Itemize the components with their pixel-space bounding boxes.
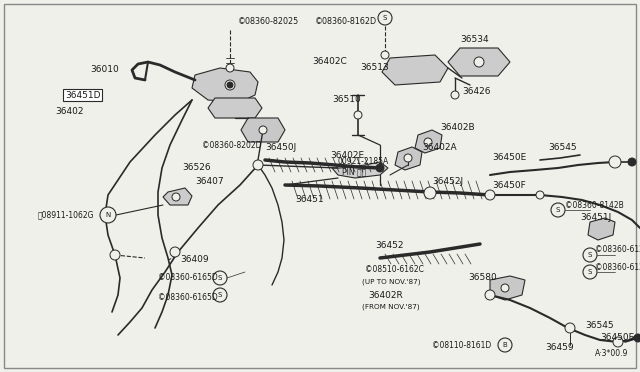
Text: S: S — [588, 252, 592, 258]
Circle shape — [376, 164, 384, 172]
Circle shape — [583, 248, 597, 262]
Circle shape — [424, 138, 432, 146]
Text: S: S — [588, 269, 592, 275]
Circle shape — [110, 250, 120, 260]
Text: 36426: 36426 — [462, 87, 490, 96]
Circle shape — [609, 156, 621, 168]
Text: 36459: 36459 — [545, 343, 573, 353]
Polygon shape — [192, 68, 258, 102]
Polygon shape — [382, 55, 448, 85]
Circle shape — [583, 265, 597, 279]
Circle shape — [381, 51, 389, 59]
Text: Ⓝ08911-1062G: Ⓝ08911-1062G — [38, 211, 95, 219]
Circle shape — [213, 271, 227, 285]
Circle shape — [498, 338, 512, 352]
Text: S: S — [556, 207, 560, 213]
Text: 36409: 36409 — [180, 256, 209, 264]
Text: 00921-2185A: 00921-2185A — [338, 157, 389, 167]
Text: (UP TO NOV.'87): (UP TO NOV.'87) — [362, 279, 420, 285]
Text: (FROM NOV.'87): (FROM NOV.'87) — [362, 304, 420, 310]
Circle shape — [172, 193, 180, 201]
Text: ©08360-82025: ©08360-82025 — [238, 17, 300, 26]
Text: ©08360-6165D: ©08360-6165D — [158, 294, 218, 302]
Text: 36545: 36545 — [548, 144, 577, 153]
Polygon shape — [490, 276, 525, 300]
Text: 36451D: 36451D — [65, 90, 100, 99]
Text: 36402E: 36402E — [330, 151, 364, 160]
Text: 36010: 36010 — [90, 65, 119, 74]
Circle shape — [225, 80, 235, 90]
Text: S: S — [218, 275, 222, 281]
Text: ©08360-8162D: ©08360-8162D — [315, 17, 377, 26]
Circle shape — [100, 207, 116, 223]
Circle shape — [354, 111, 362, 119]
Text: 36402A: 36402A — [422, 144, 456, 153]
Circle shape — [213, 288, 227, 302]
Text: 36450F: 36450F — [492, 180, 525, 189]
Circle shape — [226, 64, 234, 72]
Circle shape — [613, 337, 623, 347]
Text: 36534: 36534 — [460, 35, 488, 45]
Circle shape — [536, 191, 544, 199]
Text: PIN ピン: PIN ピン — [342, 167, 366, 176]
Text: 36407: 36407 — [195, 177, 223, 186]
Circle shape — [424, 187, 436, 199]
Text: A·3*00.9: A·3*00.9 — [595, 349, 628, 358]
Polygon shape — [332, 162, 388, 178]
Circle shape — [634, 334, 640, 342]
Circle shape — [485, 290, 495, 300]
Text: 36545: 36545 — [585, 321, 614, 330]
Text: ©08360-8142B: ©08360-8142B — [565, 201, 624, 209]
Text: 36450E: 36450E — [492, 154, 526, 163]
Circle shape — [404, 154, 412, 162]
Text: 36452: 36452 — [375, 241, 403, 250]
Text: 36402C: 36402C — [312, 58, 347, 67]
Circle shape — [474, 57, 484, 67]
Circle shape — [170, 247, 180, 257]
Text: 36450J: 36450J — [265, 144, 296, 153]
Circle shape — [378, 11, 392, 25]
Text: ©08360-6165D: ©08360-6165D — [158, 273, 218, 282]
Text: 36451: 36451 — [295, 196, 324, 205]
Polygon shape — [588, 218, 615, 240]
Text: B: B — [502, 342, 508, 348]
Text: ©08110-8161D: ©08110-8161D — [432, 340, 492, 350]
Circle shape — [628, 158, 636, 166]
Polygon shape — [208, 98, 262, 118]
Polygon shape — [163, 188, 192, 205]
Circle shape — [227, 82, 233, 88]
Text: ©08360-8202D: ©08360-8202D — [202, 141, 262, 150]
Polygon shape — [448, 48, 510, 76]
Circle shape — [501, 284, 509, 292]
Circle shape — [565, 323, 575, 333]
Polygon shape — [395, 147, 422, 170]
Circle shape — [485, 190, 495, 200]
Circle shape — [253, 160, 263, 170]
Text: 36452J: 36452J — [432, 177, 463, 186]
Text: 36402R: 36402R — [368, 291, 403, 299]
Text: 36526: 36526 — [182, 164, 211, 173]
Text: S: S — [383, 15, 387, 21]
Circle shape — [551, 203, 565, 217]
Text: 36402: 36402 — [55, 108, 83, 116]
Text: S: S — [218, 292, 222, 298]
Circle shape — [259, 126, 267, 134]
Text: 36580: 36580 — [468, 273, 497, 282]
Text: N: N — [106, 212, 111, 218]
Text: 36510: 36510 — [332, 96, 361, 105]
Text: 36450E: 36450E — [600, 334, 634, 343]
Text: ©08360-6122B: ©08360-6122B — [595, 246, 640, 254]
Text: 36513: 36513 — [360, 64, 388, 73]
Text: 36402B: 36402B — [440, 124, 475, 132]
Polygon shape — [241, 118, 285, 142]
Polygon shape — [415, 130, 442, 153]
Text: ©08510-6162C: ©08510-6162C — [365, 266, 424, 275]
Text: ©08360-6122B: ©08360-6122B — [595, 263, 640, 273]
Circle shape — [451, 91, 459, 99]
Text: 36451J: 36451J — [580, 214, 611, 222]
